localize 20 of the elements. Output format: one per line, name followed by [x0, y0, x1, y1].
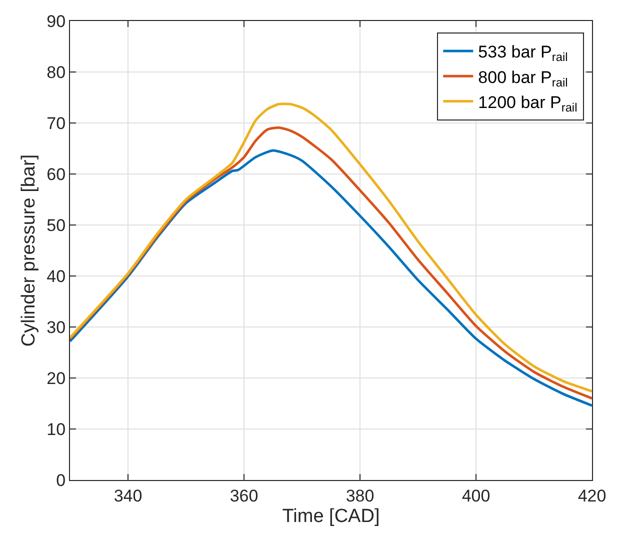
x-tick-label: 380 — [346, 486, 374, 506]
y-axis-title: Cylinder pressure [bar] — [18, 154, 40, 347]
x-tick-label: 400 — [462, 486, 490, 506]
legend-label: 800 bar P$_{rail}$ — [478, 68, 568, 90]
y-tick-label: 90 — [46, 12, 66, 31]
x-tick-label: 340 — [114, 486, 142, 506]
x-tick-label: 360 — [230, 486, 258, 506]
y-tick-label: 50 — [46, 216, 66, 235]
legend-label: 533 bar P$_{rail}$ — [478, 42, 568, 64]
y-tick-label: 20 — [46, 368, 66, 388]
y-tick-label: 30 — [46, 318, 66, 337]
y-tick-label: 60 — [46, 164, 66, 184]
x-tick-label: 420 — [578, 486, 606, 506]
y-tick-label: 70 — [46, 114, 66, 133]
x-axis-title: Time [CAD] — [282, 506, 380, 528]
y-tick-label: 10 — [46, 420, 66, 439]
y-tick-label: 40 — [46, 266, 66, 286]
y-tick-label: 80 — [46, 62, 66, 82]
y-tick-label: 0 — [56, 470, 66, 490]
legend-label: 1200 bar P$_{rail}$ — [478, 92, 578, 114]
